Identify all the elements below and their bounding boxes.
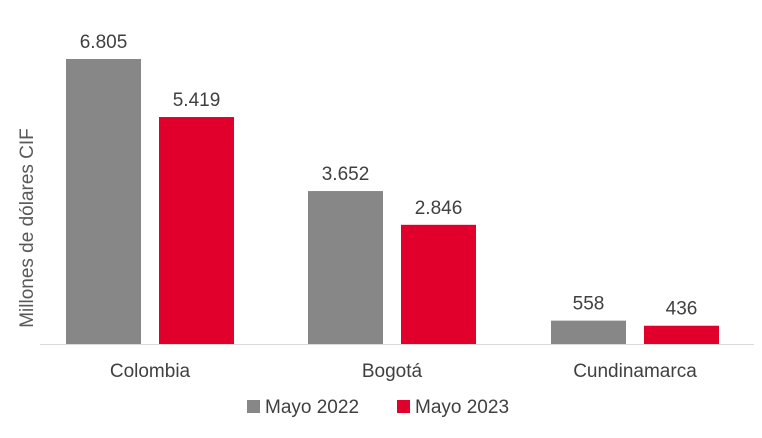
bar-bogota-mayo-2023 — [401, 224, 476, 344]
x-tick-cundinamarca: Cundinamarca — [573, 361, 697, 382]
bar-cundinamarca-mayo-2023 — [644, 325, 719, 344]
data-label-cundinamarca-mayo-2022: 558 — [573, 294, 605, 315]
data-label-colombia-mayo-2023: 5.419 — [173, 90, 221, 111]
legend-label-mayo-2023: Mayo 2023 — [415, 397, 509, 418]
data-label-bogota-mayo-2022: 3.652 — [322, 164, 370, 185]
legend-label-mayo-2022: Mayo 2022 — [265, 397, 359, 418]
legend: Mayo 2022 Mayo 2023 — [247, 397, 509, 418]
x-tick-colombia: Colombia — [110, 361, 191, 382]
legend-swatch-mayo-2022 — [247, 400, 260, 413]
x-tick-bogota: Bogotá — [362, 361, 423, 382]
bar-cundinamarca-mayo-2022 — [551, 320, 626, 344]
y-axis-label: Millones de dólares CIF — [17, 128, 38, 328]
data-label-colombia-mayo-2022: 6.805 — [80, 32, 128, 53]
bar-bogota-mayo-2022 — [308, 191, 383, 344]
bar-colombia-mayo-2022 — [66, 59, 141, 344]
data-label-bogota-mayo-2023: 2.846 — [415, 198, 463, 219]
data-label-cundinamarca-mayo-2023: 436 — [666, 299, 698, 320]
bars-layer: 6.805 5.419 3.652 2.846 558 436 — [66, 32, 719, 344]
bar-colombia-mayo-2023 — [159, 117, 234, 344]
legend-swatch-mayo-2023 — [397, 400, 410, 413]
x-tick-labels: Colombia Bogotá Cundinamarca — [110, 361, 697, 382]
